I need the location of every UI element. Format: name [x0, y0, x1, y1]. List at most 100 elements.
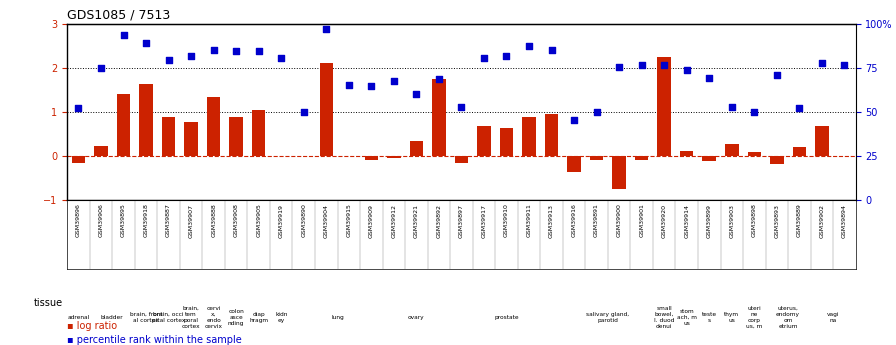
Text: ▪ log ratio: ▪ log ratio — [67, 321, 117, 331]
Text: teste
s: teste s — [702, 312, 717, 323]
Point — [770, 72, 784, 78]
Text: brain, occi
pital cortex: brain, occi pital cortex — [152, 312, 185, 323]
Text: GDS1085 / 7513: GDS1085 / 7513 — [67, 9, 170, 22]
Bar — [207, 97, 220, 156]
Text: GSM39889: GSM39889 — [797, 204, 802, 237]
Text: GSM39903: GSM39903 — [729, 204, 735, 238]
Text: GSM39913: GSM39913 — [549, 204, 554, 238]
Text: GSM39908: GSM39908 — [234, 204, 238, 237]
Point — [116, 32, 131, 38]
Text: GSM39914: GSM39914 — [685, 204, 689, 238]
Bar — [229, 117, 243, 156]
Bar — [320, 63, 333, 156]
Point — [634, 62, 649, 67]
Bar — [612, 156, 626, 189]
Text: brain,
tem
poral
cortex: brain, tem poral cortex — [182, 306, 201, 328]
Point — [702, 75, 717, 81]
Point — [747, 109, 762, 115]
Text: GSM39890: GSM39890 — [301, 204, 306, 237]
Bar — [635, 156, 649, 160]
Point — [499, 53, 513, 59]
Point — [184, 53, 198, 59]
Point — [725, 104, 739, 110]
Point — [297, 109, 311, 115]
Bar — [545, 114, 558, 156]
Text: GSM39892: GSM39892 — [436, 204, 442, 238]
Point — [814, 60, 829, 66]
Point — [567, 117, 582, 123]
Text: vagi
na: vagi na — [827, 312, 840, 323]
Text: GSM39894: GSM39894 — [842, 204, 847, 238]
Text: bladder: bladder — [101, 315, 124, 320]
Bar — [567, 156, 581, 171]
Bar — [747, 152, 761, 156]
Text: adrenal: adrenal — [67, 315, 90, 320]
Text: lung: lung — [332, 315, 344, 320]
Text: GSM39888: GSM39888 — [211, 204, 216, 237]
Text: GSM39912: GSM39912 — [392, 204, 396, 238]
Text: GSM39917: GSM39917 — [481, 204, 487, 238]
Text: stom
ach, m
us: stom ach, m us — [676, 309, 697, 326]
Text: salivary gland,
parotid: salivary gland, parotid — [586, 312, 629, 323]
Point — [387, 79, 401, 84]
Text: tissue: tissue — [33, 298, 63, 307]
Bar — [162, 117, 176, 156]
Bar — [815, 126, 829, 156]
Text: GSM39909: GSM39909 — [369, 204, 374, 238]
Point — [521, 43, 536, 49]
Point — [274, 56, 289, 61]
Text: prostate: prostate — [495, 315, 519, 320]
Text: GSM39910: GSM39910 — [504, 204, 509, 237]
Bar — [185, 122, 198, 156]
Text: GSM39918: GSM39918 — [143, 204, 149, 237]
Point — [341, 82, 356, 88]
Text: GSM39920: GSM39920 — [661, 204, 667, 238]
Text: GSM39891: GSM39891 — [594, 204, 599, 237]
Bar — [94, 146, 108, 156]
Text: GSM39901: GSM39901 — [639, 204, 644, 237]
Bar — [365, 156, 378, 160]
Bar — [387, 156, 401, 158]
Text: GSM39887: GSM39887 — [166, 204, 171, 237]
Point — [657, 62, 671, 67]
Point — [252, 49, 266, 54]
Text: ovary: ovary — [408, 315, 425, 320]
Text: GSM39905: GSM39905 — [256, 204, 262, 237]
Bar — [409, 141, 423, 156]
Point — [206, 47, 220, 52]
Point — [319, 27, 333, 32]
Text: kidn
ey: kidn ey — [275, 312, 288, 323]
Text: GSM39915: GSM39915 — [346, 204, 351, 237]
Bar — [72, 156, 85, 163]
Bar — [658, 57, 671, 156]
Bar — [725, 144, 738, 156]
Bar — [522, 117, 536, 156]
Text: uteri
ne
corp
us, m: uteri ne corp us, m — [746, 306, 762, 328]
Point — [139, 40, 153, 46]
Bar — [702, 156, 716, 160]
Point — [432, 76, 446, 82]
Bar — [116, 93, 130, 156]
Bar — [252, 110, 265, 156]
Text: GSM39907: GSM39907 — [188, 204, 194, 238]
Text: GSM39893: GSM39893 — [774, 204, 780, 238]
Bar — [590, 156, 603, 160]
Bar — [454, 156, 469, 163]
Text: diap
hragm: diap hragm — [249, 312, 268, 323]
Point — [454, 104, 469, 110]
Text: colon
asce
nding: colon asce nding — [228, 309, 245, 326]
Point — [837, 62, 851, 67]
Point — [477, 56, 491, 61]
Point — [590, 109, 604, 115]
Point — [94, 66, 108, 71]
Text: uterus,
endomy
om
etrium: uterus, endomy om etrium — [776, 306, 800, 328]
Point — [679, 68, 694, 73]
Text: GSM39898: GSM39898 — [752, 204, 757, 237]
Bar — [139, 85, 153, 156]
Point — [161, 58, 176, 63]
Text: GSM39900: GSM39900 — [616, 204, 622, 237]
Point — [364, 83, 378, 89]
Point — [72, 105, 86, 110]
Text: GSM39919: GSM39919 — [279, 204, 284, 238]
Bar — [680, 151, 694, 156]
